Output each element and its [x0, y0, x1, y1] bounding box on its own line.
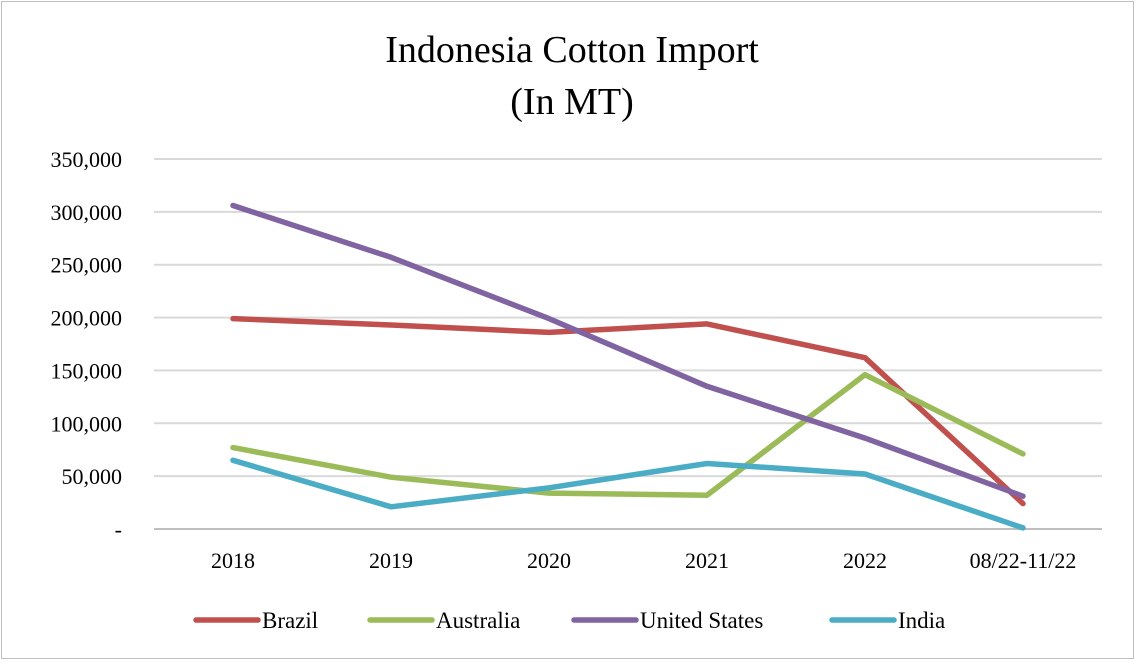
series-line-australia: [230, 371, 1026, 498]
chart-title: Indonesia Cotton Import: [385, 29, 759, 71]
y-tick-label: 300,000: [51, 200, 123, 225]
legend-label: Brazil: [262, 608, 318, 633]
x-tick-label: 08/22-11/22: [970, 548, 1077, 573]
series-line-united-states: [230, 202, 1026, 499]
legend: Brazil Australia United States India: [193, 608, 945, 633]
x-tick-label: 2018: [211, 548, 255, 573]
y-tick-label: 250,000: [51, 253, 123, 278]
y-tick-label: 150,000: [51, 358, 123, 383]
series-lines: [230, 202, 1026, 531]
x-tick-label: 2020: [527, 548, 571, 573]
series-line-brazil: [230, 315, 1026, 507]
legend-item: India: [829, 608, 945, 633]
series-line-india: [230, 457, 1026, 531]
chart-subtitle: (In MT): [510, 81, 633, 123]
x-tick-label: 2022: [843, 548, 887, 573]
y-tick-label: 100,000: [51, 411, 123, 436]
legend-label: Australia: [436, 608, 520, 633]
legend-label: United States: [640, 608, 763, 633]
legend-item: Brazil: [193, 608, 318, 633]
legend-label: India: [898, 608, 945, 633]
x-tick-label: 2021: [685, 548, 729, 573]
y-axis-labels: - 50,000 100,000 150,000 200,000 250,000 300,0…: [51, 147, 123, 542]
gridlines: [154, 158, 1102, 530]
legend-item: Australia: [367, 608, 520, 633]
y-tick-label: -: [115, 517, 122, 542]
x-tick-label: 2019: [369, 548, 413, 573]
x-axis-labels: 2018 2019 2020 2021 2022 08/22-11/22: [211, 548, 1076, 573]
y-tick-label: 50,000: [62, 464, 123, 489]
legend-item: United States: [571, 608, 763, 633]
y-tick-label: 350,000: [51, 147, 123, 172]
y-tick-label: 200,000: [51, 306, 123, 331]
